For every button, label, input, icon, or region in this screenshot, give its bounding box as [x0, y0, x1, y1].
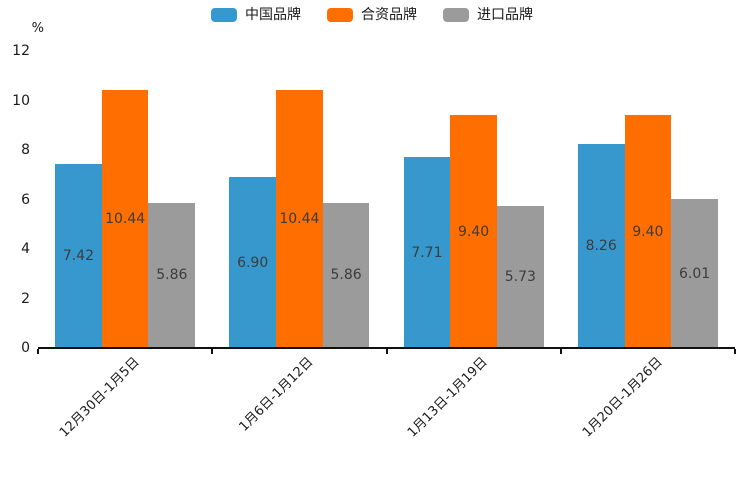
y-axis-tick-label: 2 [21, 290, 30, 307]
y-axis-tick-label: 0 [21, 340, 30, 356]
bar: 5.86 [322, 202, 370, 348]
bar-value-label: 10.44 [279, 210, 320, 227]
bar: 6.90 [229, 177, 276, 348]
bar: 5.86 [148, 202, 196, 348]
legend-label: 合资品牌 [361, 7, 417, 23]
x-axis-tick-mark [37, 349, 39, 354]
legend-item[interactable]: 合资品牌 [327, 8, 417, 22]
legend-swatch-icon [443, 8, 469, 22]
bar: 8.26 [577, 143, 625, 348]
bar: 6.01 [671, 199, 718, 348]
bar-value-label: 6.90 [237, 254, 269, 271]
x-axis-category-label: 12月30日-1月5日 [56, 354, 143, 441]
y-axis-tick-label: 4 [21, 241, 30, 257]
chart-legend: 中国品牌 合资品牌 进口品牌 [0, 8, 744, 22]
bar-value-label: 7.71 [411, 244, 443, 261]
x-axis-tick-mark [211, 349, 214, 354]
legend-swatch-icon [211, 8, 237, 22]
legend-swatch-icon [327, 8, 353, 22]
legend-item[interactable]: 进口品牌 [443, 8, 533, 22]
bar-value-label: 7.42 [62, 248, 94, 265]
bar: 7.71 [403, 157, 451, 348]
legend-label: 中国品牌 [245, 7, 301, 23]
x-axis-tick-mark [385, 349, 388, 354]
x-axis-category-label: 1月20日-1月26日 [579, 354, 666, 441]
y-axis-tick-label: 6 [21, 191, 30, 208]
bar: 5.73 [496, 206, 544, 348]
bar: 9.40 [450, 115, 497, 348]
x-axis-tick-mark [734, 349, 736, 354]
bar-value-label: 9.40 [458, 223, 490, 240]
bar-value-label: 5.73 [504, 269, 536, 286]
y-axis-tick-label: 10 [12, 92, 30, 109]
bar-value-label: 5.86 [156, 267, 188, 284]
x-axis-tick-mark [559, 349, 562, 354]
bar-value-label: 6.01 [678, 265, 711, 282]
x-axis-line [38, 347, 735, 349]
bar-value-label: 5.86 [330, 267, 362, 284]
y-axis-unit-label: % [31, 21, 44, 36]
x-axis-category-label: 1月6日-1月12日 [236, 354, 317, 435]
bar-value-label: 10.44 [105, 210, 146, 227]
legend-item[interactable]: 中国品牌 [211, 8, 301, 22]
bar: 9.40 [624, 115, 672, 348]
bar: 10.44 [276, 89, 323, 348]
bar-value-label: 8.26 [585, 237, 617, 254]
bar-value-label: 9.40 [632, 223, 664, 240]
bar: 7.42 [55, 164, 102, 348]
legend-label: 进口品牌 [477, 7, 533, 23]
bar: 10.44 [101, 89, 149, 348]
y-axis-tick-label: 8 [21, 142, 30, 158]
x-axis-category-label: 1月13日-1月19日 [405, 354, 491, 441]
y-axis-tick-label: 12 [12, 43, 30, 59]
